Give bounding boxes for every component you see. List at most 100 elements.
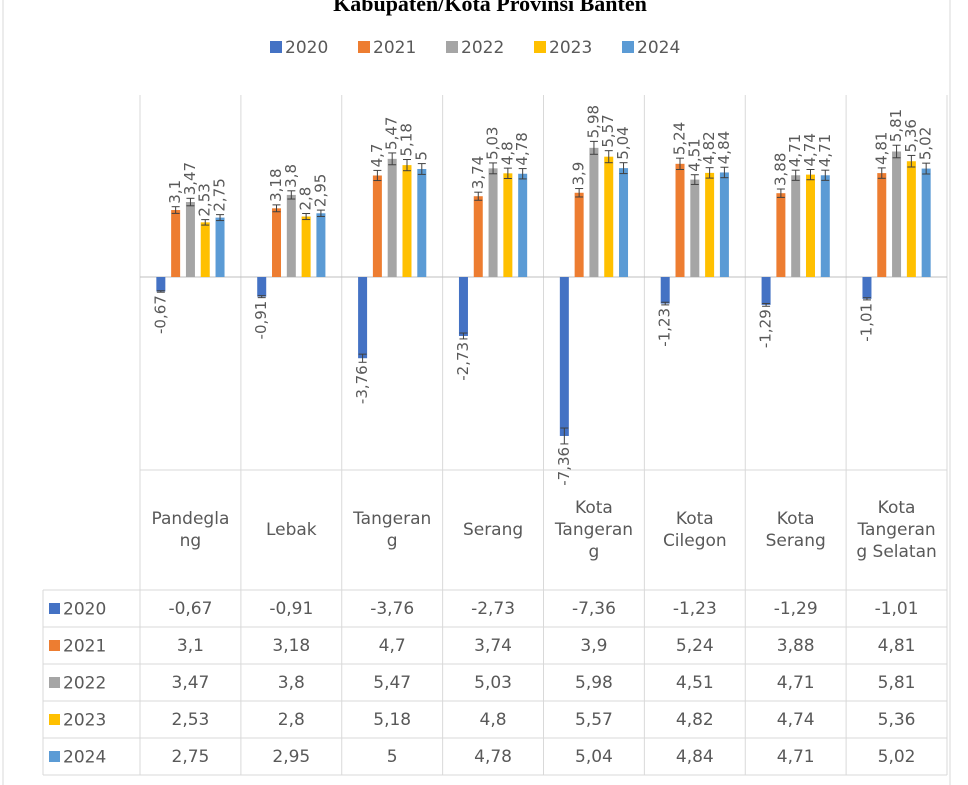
table-value: -1,23 bbox=[672, 598, 717, 619]
data-label: -1,01 bbox=[857, 303, 875, 342]
table-key bbox=[49, 640, 60, 651]
category-label: Kota Tangerang bbox=[554, 498, 634, 562]
table-value: 5,02 bbox=[877, 746, 916, 767]
bar bbox=[719, 172, 729, 277]
table-value: 5,24 bbox=[675, 635, 714, 656]
bar bbox=[372, 175, 382, 277]
bar bbox=[200, 222, 210, 277]
bar bbox=[402, 165, 412, 277]
table-value: 2,8 bbox=[277, 709, 305, 730]
table-value: 4,81 bbox=[877, 635, 916, 656]
data-label: 3,1 bbox=[166, 180, 184, 204]
bar bbox=[156, 277, 166, 292]
table-value: 4,7 bbox=[378, 635, 406, 656]
bar bbox=[387, 158, 397, 277]
data-label: 3,18 bbox=[267, 168, 285, 201]
chart-title: Kabupaten/Kota Provinsi Banten bbox=[333, 0, 647, 16]
data-label: 5,24 bbox=[671, 122, 689, 155]
bar bbox=[503, 173, 513, 277]
bar bbox=[488, 168, 498, 277]
bar bbox=[705, 172, 715, 277]
data-label: 4,78 bbox=[513, 132, 531, 165]
bar bbox=[791, 175, 801, 277]
legend-label: 2021 bbox=[373, 38, 416, 58]
table-value: 5 bbox=[386, 746, 398, 767]
bar bbox=[820, 175, 830, 277]
bar bbox=[761, 277, 771, 305]
bar bbox=[473, 196, 483, 277]
data-label: 3,9 bbox=[570, 162, 588, 186]
data-label: 3,47 bbox=[181, 162, 199, 195]
category-label: Lebak bbox=[265, 520, 317, 540]
data-label: -0,91 bbox=[252, 301, 270, 340]
table-row-label: 2022 bbox=[63, 674, 106, 694]
table-value: 4,51 bbox=[675, 672, 714, 693]
table-value: 5,36 bbox=[877, 709, 916, 730]
table-key bbox=[49, 751, 60, 762]
data-label: 4,74 bbox=[801, 133, 819, 166]
category-label: Pandeglang bbox=[151, 509, 230, 551]
table-value: 4,82 bbox=[675, 709, 714, 730]
table-value: 4,71 bbox=[776, 746, 815, 767]
bar bbox=[589, 147, 599, 277]
table-value: -2,73 bbox=[471, 598, 516, 619]
bar bbox=[675, 163, 685, 277]
data-label: 2,53 bbox=[196, 183, 214, 216]
legend-key bbox=[534, 41, 546, 53]
data-label: -2,73 bbox=[454, 342, 472, 381]
table-value: -1,01 bbox=[874, 598, 919, 619]
bar bbox=[604, 156, 614, 277]
bar bbox=[921, 168, 931, 277]
data-label: 5,02 bbox=[917, 127, 935, 160]
table-value: 5,47 bbox=[373, 672, 412, 693]
data-label: 2,95 bbox=[311, 174, 329, 207]
data-label: 5,57 bbox=[599, 114, 617, 147]
table-value: -1,29 bbox=[773, 598, 818, 619]
data-label: 5,81 bbox=[887, 109, 905, 142]
data-label: 5,36 bbox=[902, 119, 920, 152]
table-value: 5,57 bbox=[575, 709, 613, 730]
table-value: 3,1 bbox=[176, 635, 204, 656]
bar bbox=[215, 217, 225, 277]
bar bbox=[906, 161, 916, 277]
table-row-label: 2023 bbox=[63, 711, 106, 731]
data-label: 4,71 bbox=[786, 134, 804, 167]
bar bbox=[301, 216, 311, 277]
data-label: 2,8 bbox=[297, 187, 315, 211]
table-value: 3,9 bbox=[580, 635, 608, 656]
bar bbox=[805, 174, 815, 277]
bar bbox=[171, 210, 181, 277]
table-row-label: 2020 bbox=[63, 600, 106, 620]
table-value: -0,67 bbox=[168, 598, 213, 619]
bar bbox=[690, 179, 700, 277]
data-label: 5 bbox=[412, 151, 430, 161]
data-label: -0,67 bbox=[151, 295, 169, 334]
category-label: Serang bbox=[462, 520, 524, 540]
legend-label: 2023 bbox=[549, 38, 592, 58]
data-label: 4,7 bbox=[368, 144, 386, 168]
table-value: 3,18 bbox=[272, 635, 311, 656]
bar bbox=[257, 277, 267, 297]
table-value: 4,8 bbox=[479, 709, 507, 730]
table-key bbox=[49, 714, 60, 725]
data-label: 4,71 bbox=[816, 134, 834, 167]
table-value: -3,76 bbox=[370, 598, 415, 619]
table-value: 5,04 bbox=[575, 746, 613, 767]
table-value: 4,78 bbox=[474, 746, 512, 767]
data-label: 4,84 bbox=[715, 131, 733, 164]
data-label: -1,23 bbox=[656, 308, 674, 347]
data-label: 4,81 bbox=[872, 132, 890, 165]
legend-key bbox=[358, 41, 370, 53]
category-label: Kota Cilegon bbox=[662, 509, 727, 551]
table-value: 3,8 bbox=[277, 672, 305, 693]
table-value: 2,53 bbox=[171, 709, 210, 730]
table-value: 4,84 bbox=[675, 746, 714, 767]
bar bbox=[185, 202, 195, 277]
data-label: 5,98 bbox=[584, 105, 602, 138]
bar bbox=[892, 151, 902, 277]
table-value: 2,75 bbox=[171, 746, 210, 767]
bar bbox=[559, 277, 569, 436]
data-label: 3,74 bbox=[469, 156, 487, 189]
table-value: -7,36 bbox=[571, 598, 616, 619]
